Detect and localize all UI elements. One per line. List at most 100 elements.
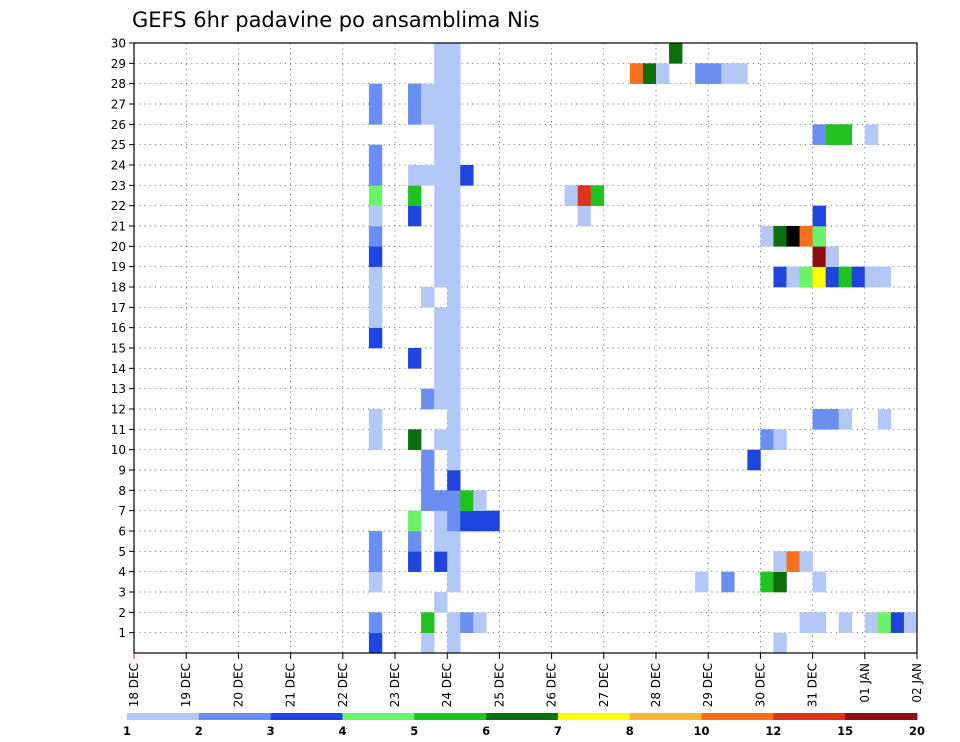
x-tick-label: 21 DEC	[284, 663, 298, 707]
data-cell	[564, 185, 578, 206]
y-tick-label: 18	[111, 281, 126, 295]
data-cell	[773, 266, 787, 288]
data-cell	[447, 388, 461, 410]
data-cell	[368, 307, 383, 328]
data-cell	[460, 165, 474, 186]
data-cell	[368, 144, 383, 166]
y-tick-label: 3	[118, 586, 126, 600]
data-cell	[408, 165, 422, 186]
y-tick-label: 29	[111, 57, 126, 71]
data-cell	[368, 632, 383, 654]
data-cell	[812, 571, 826, 593]
data-cell	[838, 266, 853, 288]
data-cell	[473, 490, 487, 511]
data-cell	[447, 185, 461, 206]
data-cell	[434, 185, 448, 206]
y-tick-label: 19	[111, 260, 126, 274]
data-cell	[408, 185, 422, 206]
data-cell	[447, 551, 461, 572]
data-cell	[760, 429, 774, 450]
data-cell	[434, 83, 448, 105]
data-cell	[434, 165, 448, 186]
y-tick-label: 9	[118, 464, 126, 478]
data-cell	[368, 612, 383, 633]
data-cell	[812, 612, 826, 633]
data-cell	[368, 226, 383, 247]
data-cell	[838, 124, 853, 145]
data-cell	[447, 409, 461, 430]
data-cell	[434, 429, 448, 450]
colorbar-swatch	[270, 713, 343, 720]
data-cell	[434, 368, 448, 389]
y-tick-label: 26	[111, 118, 126, 132]
data-cell	[864, 266, 879, 288]
data-cell	[669, 43, 683, 64]
data-cell	[812, 124, 826, 145]
data-cell	[434, 144, 448, 166]
y-tick-label: 25	[111, 138, 126, 152]
data-cell	[447, 43, 461, 64]
y-tick-label: 23	[111, 179, 126, 193]
data-cell	[773, 571, 787, 593]
data-cell	[786, 226, 800, 247]
x-tick-label: 01 JAN	[858, 663, 872, 703]
data-cell	[368, 266, 383, 288]
x-axis-ticks: 18 DEC 19 DEC 20 DEC 21 DEC 22 DEC 23 DEC 24 D…	[127, 653, 924, 707]
data-cell	[721, 571, 735, 593]
data-cell	[447, 470, 461, 491]
data-cell	[890, 612, 905, 633]
data-cell	[421, 287, 435, 308]
data-cell	[434, 490, 448, 511]
data-cell	[447, 632, 461, 654]
data-cell	[408, 205, 422, 227]
data-cell	[825, 266, 839, 288]
chart-title: GEFS 6hr padavine po ansamblima Nis	[132, 8, 540, 32]
data-cell	[368, 287, 383, 308]
data-cell	[408, 104, 422, 125]
y-tick-label: 8	[118, 484, 126, 498]
data-cell	[812, 266, 826, 288]
data-cell	[434, 104, 448, 125]
data-cell	[447, 612, 461, 633]
data-cell	[773, 429, 787, 450]
data-cell	[447, 226, 461, 247]
colorbar-swatch	[198, 713, 272, 720]
data-cell	[812, 205, 826, 227]
data-cell	[447, 490, 461, 511]
data-cell	[799, 551, 813, 572]
data-cell	[408, 551, 422, 572]
data-cell	[447, 124, 461, 145]
data-cell	[447, 348, 461, 369]
data-cell	[447, 571, 461, 593]
data-cell	[903, 612, 918, 633]
data-cell	[799, 266, 813, 288]
data-cell	[368, 165, 383, 186]
data-cell	[577, 205, 592, 227]
data-cell	[447, 205, 461, 227]
data-cell	[447, 287, 461, 308]
data-cell	[851, 266, 866, 288]
data-cell	[447, 266, 461, 288]
colorbar-label: 1	[123, 724, 131, 738]
y-tick-label: 16	[111, 321, 126, 335]
colorbar-label: 7	[554, 724, 562, 738]
y-tick-label: 30	[111, 37, 126, 51]
data-cell	[434, 205, 448, 227]
data-cell	[421, 612, 435, 633]
data-cell	[734, 63, 748, 84]
data-cell	[434, 266, 448, 288]
data-cell	[421, 104, 435, 125]
data-cell	[447, 449, 461, 471]
colorbar-swatch	[127, 713, 200, 720]
data-cell	[408, 83, 422, 105]
colorbar-label: 4	[338, 724, 346, 738]
data-cell	[447, 63, 461, 84]
data-cell	[368, 409, 383, 430]
y-tick-label: 4	[118, 565, 126, 579]
data-cell	[434, 43, 448, 64]
y-tick-label: 2	[118, 606, 126, 620]
x-tick-label: 02 JAN	[910, 663, 924, 703]
data-cell	[473, 510, 487, 532]
data-cell	[434, 592, 448, 613]
